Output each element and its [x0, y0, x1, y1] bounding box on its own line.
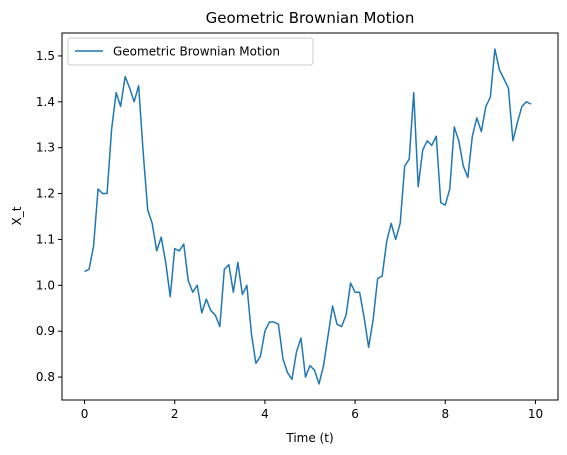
y-tick-label: 0.9 [36, 324, 55, 338]
chart-title: Geometric Brownian Motion [206, 9, 415, 27]
y-tick-label: 1.3 [36, 141, 55, 155]
y-tick-label: 0.8 [36, 370, 55, 384]
x-tick-label: 10 [528, 407, 543, 421]
x-tick-label: 8 [441, 407, 449, 421]
plot-frame [61, 32, 559, 401]
plot-layer [84, 48, 532, 385]
y-tick-label: 1.4 [36, 95, 55, 109]
y-tick-label: 1.0 [36, 278, 55, 292]
legend: Geometric Brownian Motion [67, 37, 314, 66]
x-axis-ticks: 0 2 4 6 8 10 [81, 400, 543, 421]
y-tick-label: 1.2 [36, 187, 55, 201]
legend-label: Geometric Brownian Motion [113, 45, 280, 59]
x-axis-label: Time (t) [285, 431, 333, 445]
y-axis-label: X_t [10, 206, 24, 225]
y-tick-label: 1.5 [36, 49, 55, 63]
x-tick-label: 4 [261, 407, 269, 421]
x-tick-label: 2 [171, 407, 179, 421]
legend-box [67, 37, 314, 66]
x-tick-label: 0 [81, 407, 89, 421]
y-tick-label: 1.1 [36, 232, 55, 246]
y-axis-ticks: 0.8 0.9 1.0 1.1 1.2 1.3 1.4 1.5 [36, 49, 62, 384]
x-tick-label: 6 [351, 407, 359, 421]
series-line-0 [84, 48, 532, 385]
